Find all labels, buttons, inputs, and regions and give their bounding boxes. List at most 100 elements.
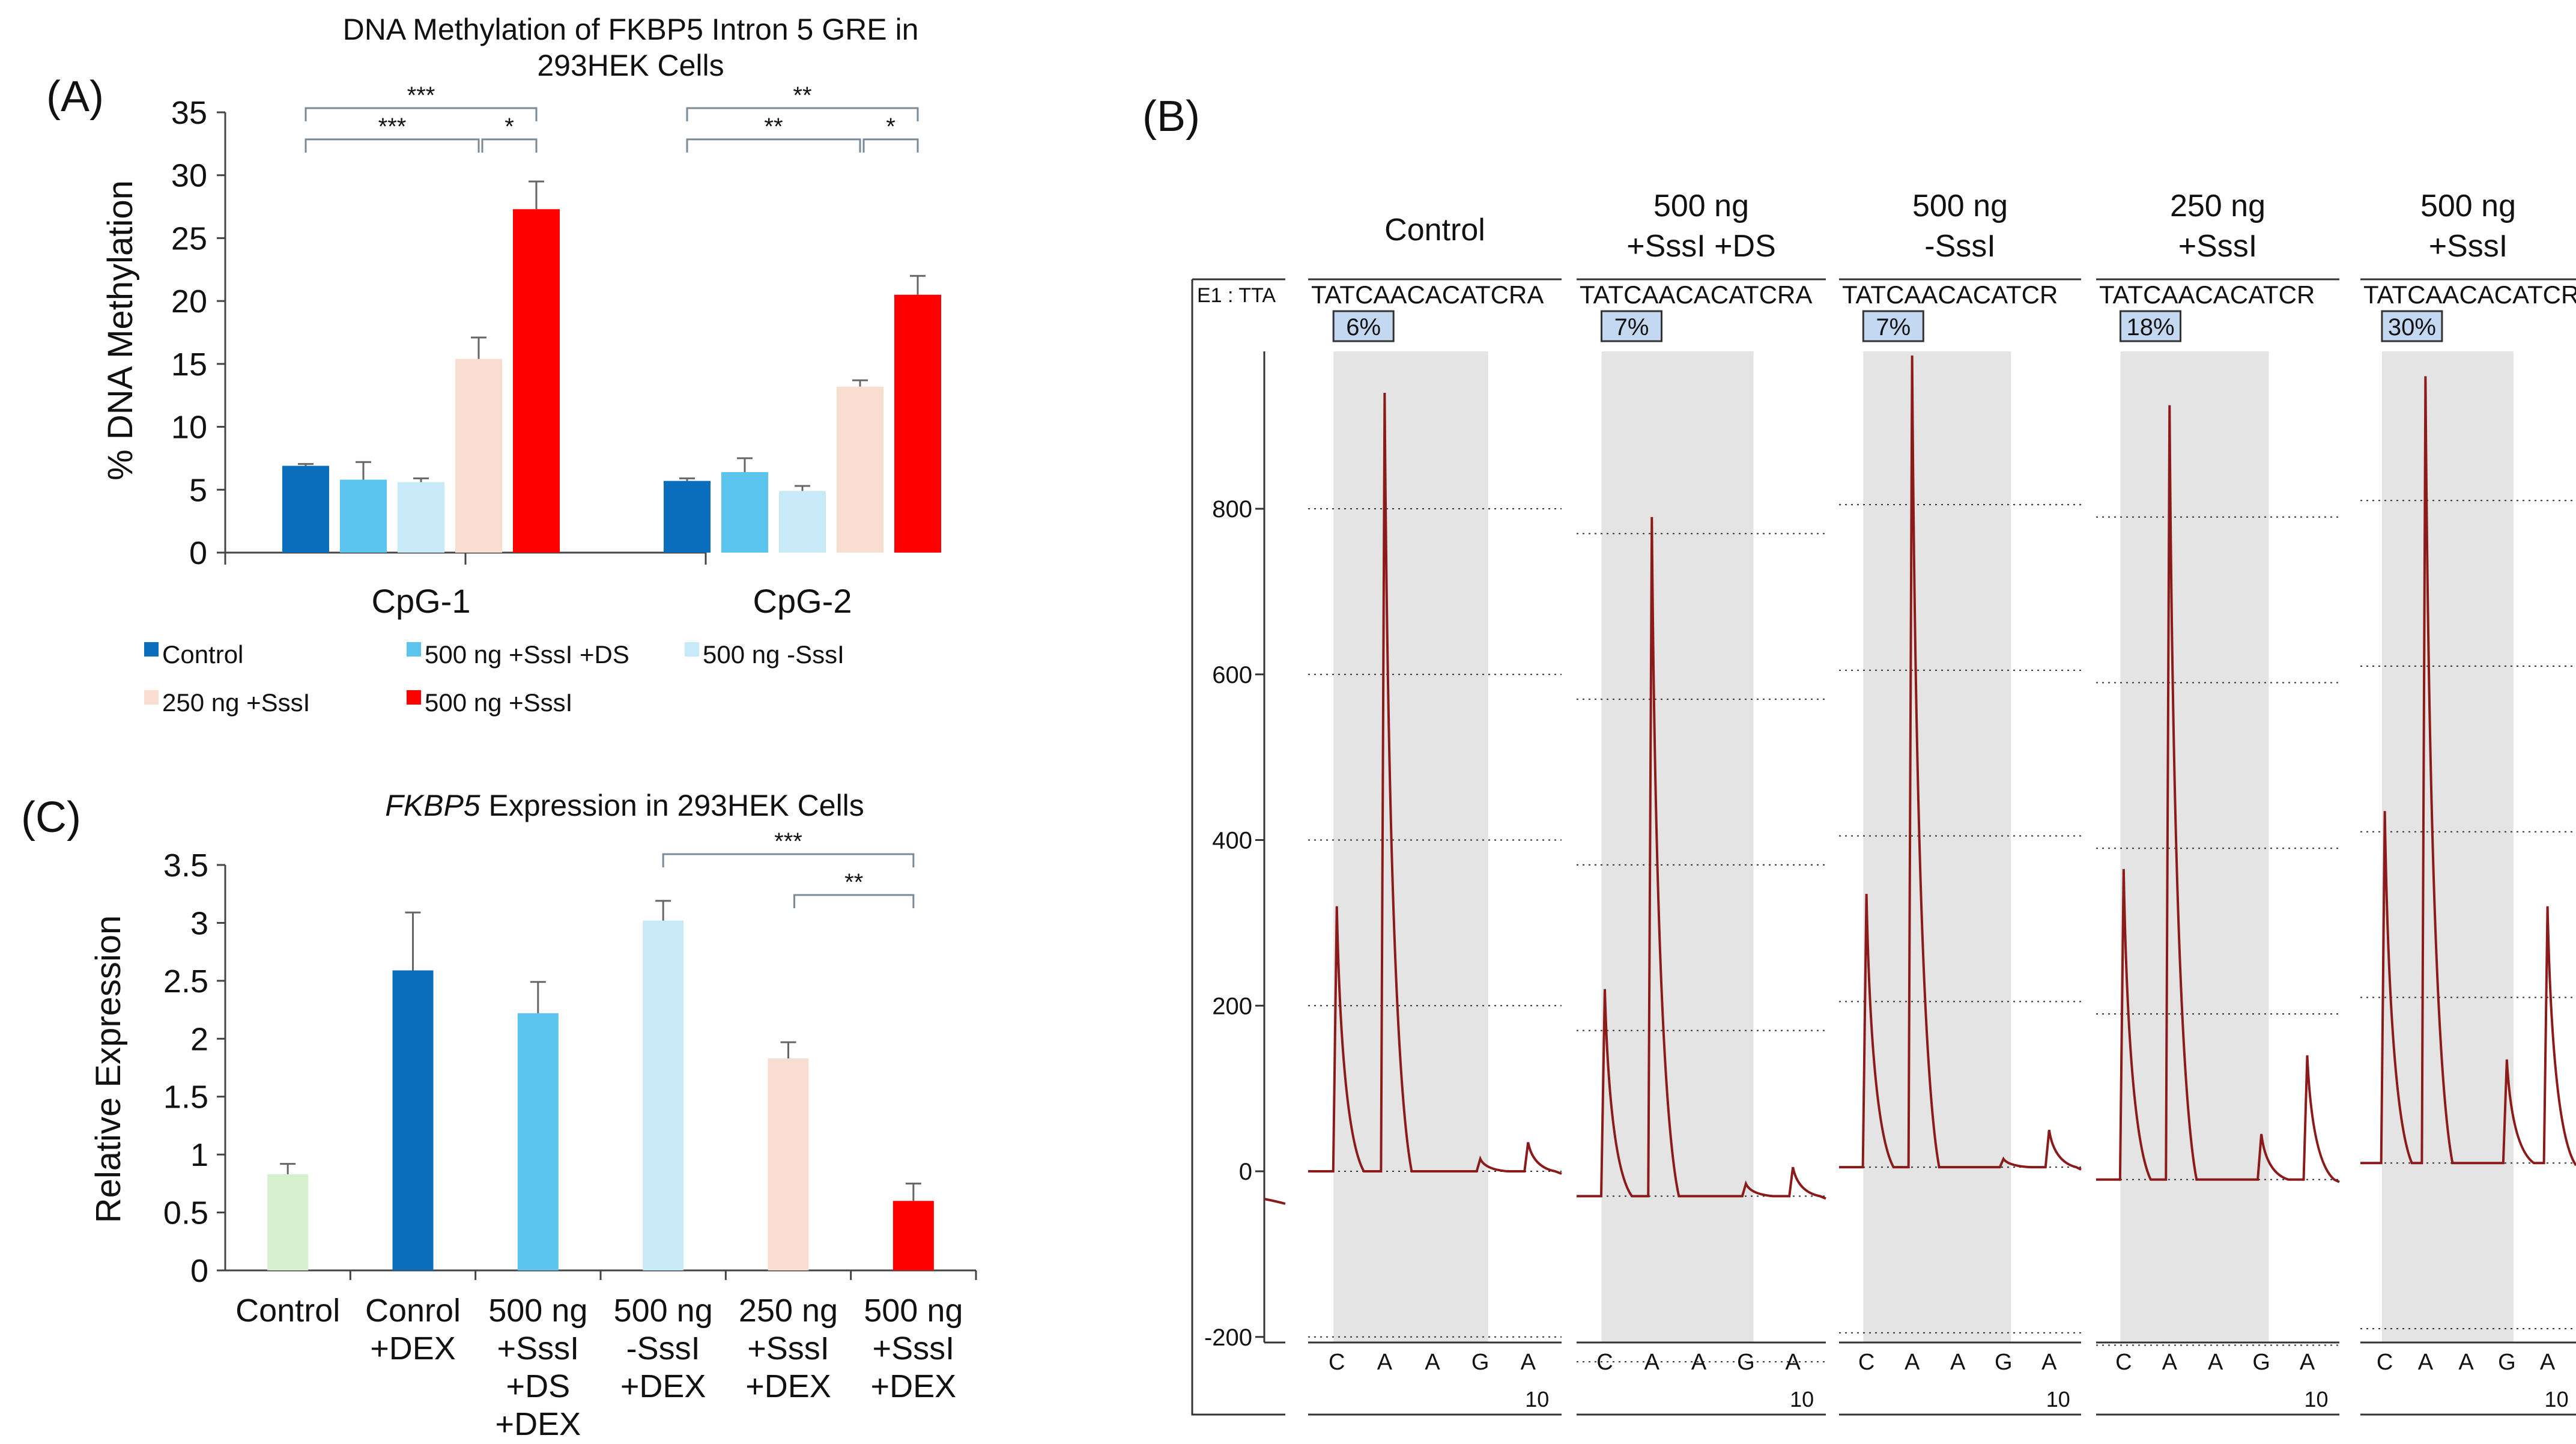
chart-title-gene: FKBP5 (385, 789, 480, 822)
error-bar (852, 379, 868, 387)
methylation-pct: 7% (1876, 314, 1911, 341)
error-bar (471, 336, 486, 359)
sig-bracket-cpg2-control-250ng-label: ** (764, 114, 783, 140)
chart-title-rest: Expression in 293HEK Cells (480, 789, 864, 822)
y-tick-label: -200 (1204, 1324, 1252, 1351)
category-label: 250 ng (739, 1293, 838, 1329)
bar (768, 1058, 809, 1270)
chart-title: FKBP5 Expression in 293HEK Cells (385, 789, 864, 822)
position-number: 10 (1790, 1387, 1814, 1412)
y-tick-label: 400 (1212, 828, 1252, 854)
y-tick-label: 200 (1212, 993, 1252, 1019)
bar (398, 482, 444, 553)
pyrogram-trace (1577, 517, 1826, 1200)
axis-frame (1191, 279, 1285, 1416)
bar (513, 209, 560, 553)
base-label: A (1377, 1350, 1393, 1375)
y-tick-label: 5 (189, 472, 207, 508)
methylation-pct: 30% (2388, 314, 2436, 341)
base-label: G (2252, 1350, 2270, 1375)
base-label: A (1950, 1350, 1966, 1375)
sig-bracket-minus-sssi-500ng-label: *** (774, 828, 802, 855)
category-label: +SssI (873, 1330, 955, 1367)
category-label: +DEX (871, 1368, 957, 1404)
sequence-label: TATCAACACATCR (2363, 281, 2576, 309)
base-label: A (2300, 1350, 2315, 1375)
legend-label: 500 ng +SssI +DS (425, 640, 629, 669)
error-bar (405, 911, 421, 971)
variable-position-shade (1333, 351, 1488, 1342)
trace-stub (1264, 1198, 1286, 1205)
pyrogram-title: -SssI (1924, 229, 1995, 264)
bar (721, 472, 768, 553)
base-label: A (1521, 1350, 1536, 1375)
panel-a: (A) DNA Methylation of FKBP5 Intron 5 GRE… (46, 13, 941, 717)
y-tick-label: 30 (171, 158, 207, 194)
error-bar (298, 463, 314, 466)
error-bar (780, 1041, 796, 1059)
base-label: G (1471, 1350, 1490, 1375)
y-tick-label: 20 (171, 284, 207, 320)
variable-position-shade (1601, 351, 1754, 1342)
sig-bracket-cpg2-control-500ng-label: ** (793, 82, 811, 109)
pyrogram-title: +SssI (2178, 229, 2258, 264)
category-label: +DEX (745, 1368, 831, 1404)
legend-label: 500 ng -SssI (703, 640, 844, 669)
error-bar (737, 457, 753, 472)
legend-swatch (144, 690, 159, 705)
category-label: +SssI (747, 1330, 829, 1367)
position-number: 10 (2304, 1387, 2328, 1412)
legend-swatch (407, 642, 421, 657)
methylation-pct: 18% (2126, 314, 2174, 341)
base-label: A (2208, 1350, 2223, 1375)
base-label: A (1644, 1350, 1660, 1375)
y-axis-label: % DNA Methylation (101, 180, 140, 481)
legend-swatch (685, 642, 699, 657)
base-label: A (1905, 1350, 1920, 1375)
y-tick-label: 2 (190, 1021, 208, 1057)
error-bar (413, 477, 429, 482)
category-label: Control (235, 1293, 340, 1329)
category-label: 500 ng (488, 1293, 587, 1329)
y-tick-label: 35 (171, 95, 207, 131)
base-label: A (2041, 1350, 2057, 1375)
panel-label-c: (C) (21, 793, 81, 842)
y-tick-label: 600 (1212, 662, 1252, 688)
error-bar (356, 461, 371, 480)
sequence-label: TATCAACACATCR (1842, 281, 2058, 309)
error-bar (530, 981, 546, 1013)
methylation-pct-box (1862, 310, 1924, 342)
base-label: C (1329, 1350, 1345, 1375)
sig-bracket-250ng-500ng-label: ** (844, 869, 863, 896)
y-tick-label: 800 (1212, 496, 1252, 523)
y-tick-label: 15 (171, 347, 207, 383)
category-label: 500 ng (614, 1293, 713, 1329)
error-bar (910, 275, 926, 295)
position-number: 10 (1525, 1387, 1549, 1412)
error-bar (905, 1182, 921, 1201)
methylation-pct-box (1332, 310, 1395, 342)
sig-bracket-cpg1-250-500 (481, 138, 538, 153)
pyrogram-title: 250 ng (2170, 189, 2265, 223)
sig-bracket-cpg1-control-500ng (305, 107, 538, 121)
category-label: CpG-2 (753, 582, 852, 620)
base-label: A (2540, 1350, 2556, 1375)
pyrogram-title: +SssI +DS (1626, 229, 1776, 264)
category-label: Conrol (365, 1293, 461, 1329)
bar (893, 1201, 934, 1270)
sig-bracket-cpg1-control-250ng (305, 138, 480, 153)
base-label: G (1995, 1350, 2013, 1375)
base-label: G (1737, 1350, 1755, 1375)
sig-bracket-cpg1-control-250ng-label: *** (378, 114, 407, 140)
sig-bracket-cpg1-control-500ng-label: *** (407, 82, 435, 109)
base-label: C (1858, 1350, 1874, 1375)
bar (340, 479, 387, 553)
sig-bracket-cpg2-250-500 (862, 138, 919, 153)
y-tick-label: 1.5 (163, 1079, 208, 1115)
y-tick-label: 0 (190, 1253, 208, 1289)
y-tick-label: 2.5 (163, 963, 208, 1000)
position-number: 10 (2545, 1387, 2569, 1412)
bar (517, 1013, 559, 1270)
